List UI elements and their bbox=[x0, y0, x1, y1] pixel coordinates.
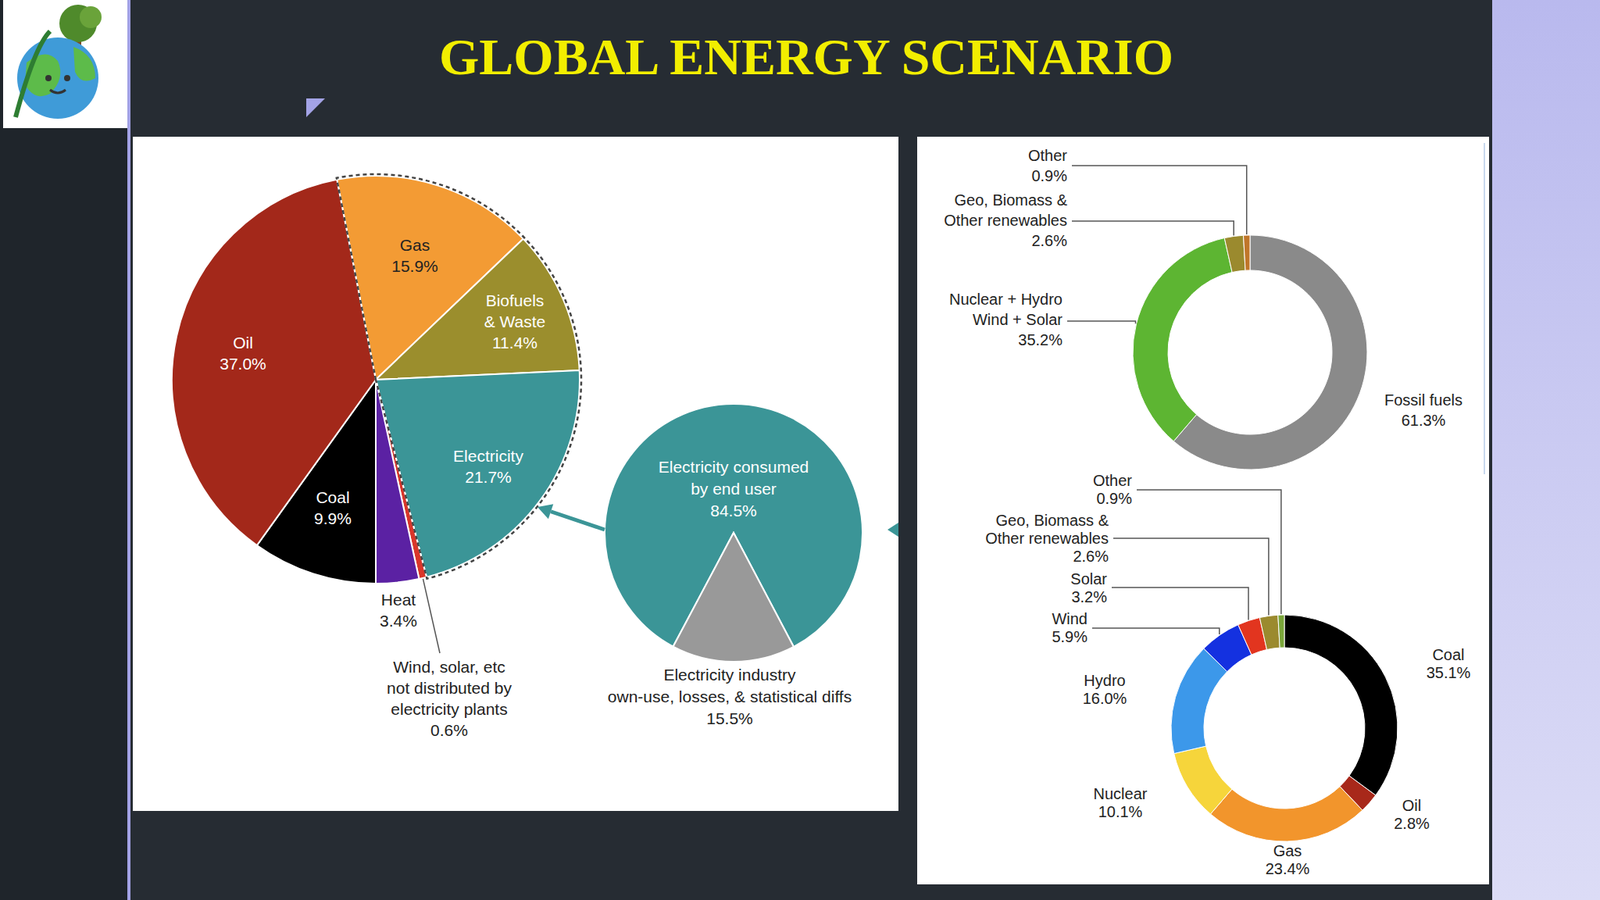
svg-text:by end user: by end user bbox=[690, 479, 777, 498]
svg-text:2.8%: 2.8% bbox=[1393, 814, 1430, 833]
svg-text:10.1%: 10.1% bbox=[1098, 803, 1143, 821]
svg-text:Wind: Wind bbox=[1051, 610, 1088, 628]
svg-text:21.7%: 21.7% bbox=[464, 467, 512, 486]
svg-text:Fossil fuels: Fossil fuels bbox=[1384, 391, 1463, 409]
svg-text:11.4%: 11.4% bbox=[492, 333, 538, 352]
svg-text:own-use, losses, & statistical: own-use, losses, & statistical diffs bbox=[607, 687, 852, 706]
svg-text:23.4%: 23.4% bbox=[1265, 860, 1311, 878]
svg-text:Geo, Biomass &: Geo, Biomass & bbox=[953, 191, 1068, 209]
svg-text:Wind + Solar: Wind + Solar bbox=[972, 310, 1063, 329]
svg-text:15.9%: 15.9% bbox=[391, 257, 439, 275]
svg-text:Oil: Oil bbox=[232, 333, 254, 352]
svg-text:3.4%: 3.4% bbox=[379, 611, 418, 630]
svg-text:Electricity consumed: Electricity consumed bbox=[658, 457, 810, 476]
svg-text:61.3%: 61.3% bbox=[1401, 411, 1447, 429]
svg-text:Other: Other bbox=[1028, 146, 1068, 165]
svg-text:Biofuels: Biofuels bbox=[485, 291, 545, 310]
svg-text:Wind, solar, etc: Wind, solar, etc bbox=[392, 657, 506, 676]
svg-text:Solar: Solar bbox=[1070, 570, 1108, 588]
svg-text:3.2%: 3.2% bbox=[1071, 588, 1108, 606]
svg-text:Gas: Gas bbox=[1273, 842, 1303, 860]
svg-text:electricity plants: electricity plants bbox=[390, 700, 508, 718]
svg-text:Heat: Heat bbox=[381, 590, 417, 609]
svg-text:0.9%: 0.9% bbox=[1096, 489, 1133, 508]
svg-text:Hydro: Hydro bbox=[1083, 671, 1125, 690]
svg-text:Electricity industry: Electricity industry bbox=[663, 665, 797, 684]
svg-text:2.6%: 2.6% bbox=[1031, 232, 1068, 250]
svg-text:16.0%: 16.0% bbox=[1082, 689, 1128, 708]
svg-text:Coal: Coal bbox=[1432, 646, 1465, 664]
svg-text:9.9%: 9.9% bbox=[314, 509, 352, 528]
svg-text:not distributed by: not distributed by bbox=[386, 678, 512, 697]
svg-text:Geo, Biomass &: Geo, Biomass & bbox=[995, 511, 1109, 529]
svg-text:Coal: Coal bbox=[315, 488, 350, 507]
svg-text:84.5%: 84.5% bbox=[710, 501, 758, 520]
svg-text:Oil: Oil bbox=[1402, 796, 1422, 815]
svg-text:15.5%: 15.5% bbox=[706, 709, 754, 728]
svg-text:Other renewables: Other renewables bbox=[943, 211, 1068, 229]
svg-text:35.2%: 35.2% bbox=[1017, 331, 1063, 349]
svg-text:Gas: Gas bbox=[400, 235, 431, 254]
svg-text:5.9%: 5.9% bbox=[1051, 628, 1088, 646]
svg-text:37.0%: 37.0% bbox=[219, 354, 267, 373]
svg-text:Nuclear + Hydro: Nuclear + Hydro bbox=[949, 290, 1063, 308]
svg-text:Other renewables: Other renewables bbox=[985, 529, 1109, 547]
svg-text:0.6%: 0.6% bbox=[430, 721, 468, 740]
svg-text:2.6%: 2.6% bbox=[1072, 547, 1109, 565]
html-text:GLOBAL ENERGY SCENARIO: GLOBAL ENERGY SCENARIO bbox=[439, 28, 1174, 86]
svg-text:35.1%: 35.1% bbox=[1426, 664, 1472, 682]
svg-text:0.9%: 0.9% bbox=[1031, 167, 1068, 185]
svg-text:Nuclear: Nuclear bbox=[1093, 785, 1148, 803]
svg-text:& Waste: & Waste bbox=[484, 312, 547, 331]
svg-text:Electricity: Electricity bbox=[453, 446, 524, 465]
svg-text:Other: Other bbox=[1092, 471, 1133, 490]
